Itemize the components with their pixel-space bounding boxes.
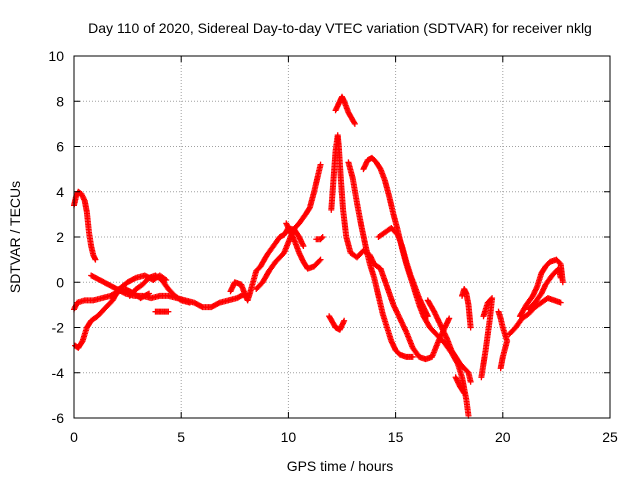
data-point [165, 308, 172, 315]
chart-title: Day 110 of 2020, Sidereal Day-to-day VTE… [88, 20, 592, 36]
series-trace-s [459, 286, 474, 331]
data-point [497, 365, 504, 372]
x-tick-label: 25 [602, 429, 618, 445]
data-point [341, 317, 348, 324]
series-trace-j [313, 234, 326, 243]
data-point [319, 234, 326, 240]
data-point [176, 296, 183, 303]
series-trace-t [478, 295, 496, 381]
series-trace-d [88, 272, 249, 311]
data-point [317, 161, 324, 168]
series-trace-q [424, 297, 474, 385]
data-point [467, 378, 474, 385]
y-tick-label: -4 [52, 365, 65, 381]
data-point [409, 353, 416, 360]
data-point [186, 299, 193, 306]
series-trace-n [345, 159, 416, 360]
series-trace-i [283, 220, 324, 272]
data-point [351, 120, 358, 127]
data-point [446, 315, 453, 322]
x-tick-label: 10 [281, 429, 297, 445]
series-trace-r [452, 374, 468, 397]
series-trace-e [126, 272, 193, 306]
data-point [557, 274, 564, 281]
data-point [92, 256, 99, 263]
y-tick-label: 4 [56, 184, 64, 200]
x-tick-label: 15 [388, 429, 404, 445]
data-point [460, 388, 467, 395]
data-point [317, 256, 324, 263]
x-tick-label: 20 [495, 429, 511, 445]
data-point [467, 324, 474, 331]
y-axis-label: SDTVAR / TECUs [7, 181, 23, 293]
y-tick-label: 0 [56, 274, 64, 290]
series-trace-p [375, 224, 431, 320]
x-axis-label: GPS time / hours [287, 458, 394, 474]
data-point [557, 299, 564, 306]
x-tick-label: 5 [177, 429, 185, 445]
series-trace-x [525, 265, 564, 313]
y-tick-label: 6 [56, 139, 64, 155]
ticks-layer: 0 5 10 15 20 25 -6 -4 -2 0 2 4 6 8 10 [48, 48, 618, 445]
series-trace-m [332, 93, 358, 127]
data-point [461, 390, 468, 397]
y-tick-label: -6 [52, 410, 65, 426]
y-tick-label: 2 [56, 229, 64, 245]
y-tick-label: -2 [52, 320, 65, 336]
data-point [351, 119, 358, 126]
x-tick-label: 0 [70, 429, 78, 445]
points-layer [71, 93, 566, 419]
data-point [146, 290, 153, 297]
data-point [424, 313, 431, 320]
series-trace-a [71, 188, 99, 263]
y-tick-label: 8 [56, 93, 64, 109]
data-point [300, 243, 307, 250]
data-point [316, 257, 323, 264]
series-trace-f [152, 308, 172, 315]
data-point [559, 279, 566, 286]
data-point [318, 235, 325, 242]
y-tick-label: 10 [48, 48, 64, 64]
data-point [478, 374, 485, 381]
series-trace-u [495, 308, 511, 372]
series-trace-k [326, 313, 348, 333]
